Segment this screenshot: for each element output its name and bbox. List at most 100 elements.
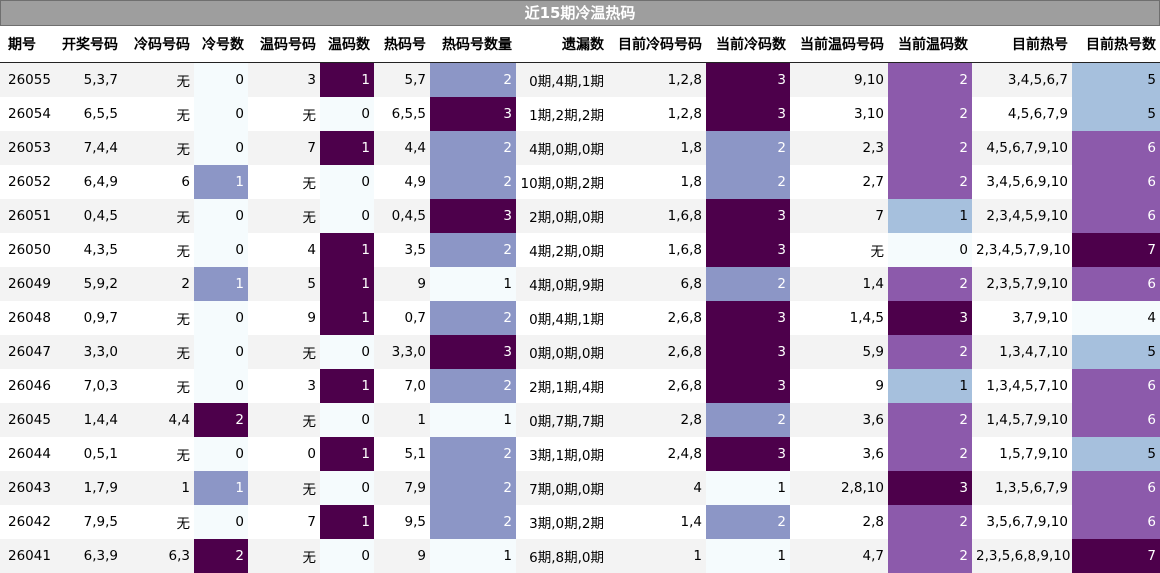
table-cell: 2 — [430, 233, 516, 267]
table-cell: 4 — [248, 233, 320, 267]
table-cell: 26051 — [0, 199, 56, 233]
table-cell: 7期,0期,0期 — [516, 471, 608, 505]
table-cell: 1,6,8 — [608, 233, 706, 267]
table-cell: 无 — [122, 199, 194, 233]
table-row: 26054 6,5,5 无 0 无 0 6,5,5 3 1期,2期,2期 1,2,8 3 3,10 2 4… — [0, 97, 1160, 131]
table-cell: 无 — [122, 369, 194, 403]
table-cell: 2,3,5,6,8,9,10 — [972, 539, 1072, 573]
table-row: 26045 1,4,4 4,4 2 无 0 1 1 0期,7期,7期 2,8 2 3,6 2 1,4,5,… — [0, 403, 1160, 437]
table-cell: 2 — [888, 165, 972, 199]
table-cell: 3期,0期,2期 — [516, 505, 608, 539]
table-cell: 3 — [888, 471, 972, 505]
table-cell: 3,5,6,7,9,10 — [972, 505, 1072, 539]
table-cell: 2 — [430, 437, 516, 471]
table-cell: 1,3,5,6,7,9 — [972, 471, 1072, 505]
column-header: 当前温码号码 — [790, 26, 888, 63]
table-cell: 无 — [248, 97, 320, 131]
table-cell: 2,3,4,5,9,10 — [972, 199, 1072, 233]
table-cell: 1 — [430, 539, 516, 573]
table-cell: 无 — [248, 335, 320, 369]
table-cell: 2 — [888, 267, 972, 301]
table-cell: 2 — [122, 267, 194, 301]
table-cell: 0 — [194, 131, 248, 165]
table-cell: 0 — [320, 199, 374, 233]
table-cell: 3 — [706, 301, 790, 335]
table-cell: 1 — [320, 131, 374, 165]
table-cell: 26054 — [0, 97, 56, 131]
table-cell: 0 — [320, 165, 374, 199]
table-row: 26047 3,3,0 无 0 无 0 3,3,0 3 0期,0期,0期 2,6,8 3 5,9 2 1,… — [0, 335, 1160, 369]
table-cell: 0,5,1 — [56, 437, 122, 471]
table-cell: 2 — [888, 62, 972, 97]
table-cell: 5,9 — [790, 335, 888, 369]
table-cell: 3期,1期,0期 — [516, 437, 608, 471]
table-cell: 0 — [194, 199, 248, 233]
table-cell: 2,3,4,5,7,9,10 — [972, 233, 1072, 267]
table-cell: 0 — [194, 335, 248, 369]
table-cell: 26041 — [0, 539, 56, 573]
table-cell: 26048 — [0, 301, 56, 335]
table-cell: 1,3,4,7,10 — [972, 335, 1072, 369]
table-cell: 3,7,9,10 — [972, 301, 1072, 335]
table-cell: 0,4,5 — [374, 199, 430, 233]
table-cell: 3,6 — [790, 437, 888, 471]
table-cell: 4,4 — [122, 403, 194, 437]
table-cell: 2 — [888, 437, 972, 471]
table-cell: 1 — [194, 165, 248, 199]
table-cell: 1,4 — [608, 505, 706, 539]
table-cell: 7 — [790, 199, 888, 233]
table-cell: 1 — [320, 267, 374, 301]
table-cell: 9,10 — [790, 62, 888, 97]
table-cell: 1 — [320, 369, 374, 403]
table-cell: 2 — [430, 62, 516, 97]
table-cell: 6,5,5 — [374, 97, 430, 131]
table-cell: 26052 — [0, 165, 56, 199]
column-header: 开奖号码 — [56, 26, 122, 63]
table-row: 26049 5,9,2 2 1 5 1 9 1 4期,0期,9期 6,8 2 1,4 2 2,3,5,7,… — [0, 267, 1160, 301]
column-header: 温码数 — [320, 26, 374, 63]
table-cell: 0 — [194, 369, 248, 403]
table-cell: 7 — [248, 131, 320, 165]
table-cell: 3,4,5,6,9,10 — [972, 165, 1072, 199]
table-cell: 6 — [1072, 165, 1160, 199]
table-cell: 3 — [706, 62, 790, 97]
table-cell: 26044 — [0, 437, 56, 471]
table-cell: 9 — [374, 267, 430, 301]
table-row: 26048 0,9,7 无 0 9 1 0,7 2 0期,4期,1期 2,6,8 3 1,4,5 3 3,… — [0, 301, 1160, 335]
table-cell: 1 — [194, 267, 248, 301]
table-cell: 3 — [706, 335, 790, 369]
table-cell: 7,0 — [374, 369, 430, 403]
table-cell: 2 — [888, 403, 972, 437]
table-cell: 10期,0期,2期 — [516, 165, 608, 199]
table-cell: 0 — [194, 233, 248, 267]
table-cell: 1,8 — [608, 131, 706, 165]
table-cell: 7 — [1072, 539, 1160, 573]
table-cell: 5,7 — [374, 62, 430, 97]
table-cell: 26046 — [0, 369, 56, 403]
table-cell: 0期,4期,1期 — [516, 62, 608, 97]
table-cell: 无 — [248, 165, 320, 199]
table-cell: 9,5 — [374, 505, 430, 539]
table-cell: 0 — [320, 471, 374, 505]
column-header: 期号 — [0, 26, 56, 63]
table-cell: 0 — [320, 335, 374, 369]
table-cell: 0期,7期,7期 — [516, 403, 608, 437]
table-cell: 1 — [706, 539, 790, 573]
table-cell: 1,3,4,5,7,10 — [972, 369, 1072, 403]
table-body: 26055 5,3,7 无 0 3 1 5,7 2 0期,4期,1期 1,2,8 3 9,10 2 3,4… — [0, 62, 1160, 573]
table-cell: 1 — [430, 267, 516, 301]
table-cell: 3 — [706, 437, 790, 471]
table-cell: 1,8 — [608, 165, 706, 199]
table-cell: 7,0,3 — [56, 369, 122, 403]
table-cell: 4期,2期,0期 — [516, 233, 608, 267]
table-cell: 2期,0期,0期 — [516, 199, 608, 233]
table-cell: 0,4,5 — [56, 199, 122, 233]
table-cell: 无 — [248, 539, 320, 573]
table-cell: 26045 — [0, 403, 56, 437]
table-cell: 6,3,9 — [56, 539, 122, 573]
table-cell: 2,4,8 — [608, 437, 706, 471]
table-row: 26044 0,5,1 无 0 0 1 5,1 2 3期,1期,0期 2,4,8 3 3,6 2 1,5,… — [0, 437, 1160, 471]
table-cell: 3 — [248, 62, 320, 97]
table-cell: 9 — [374, 539, 430, 573]
table-row: 26050 4,3,5 无 0 4 1 3,5 2 4期,2期,0期 1,6,8 3 无 0 2,3,4,… — [0, 233, 1160, 267]
